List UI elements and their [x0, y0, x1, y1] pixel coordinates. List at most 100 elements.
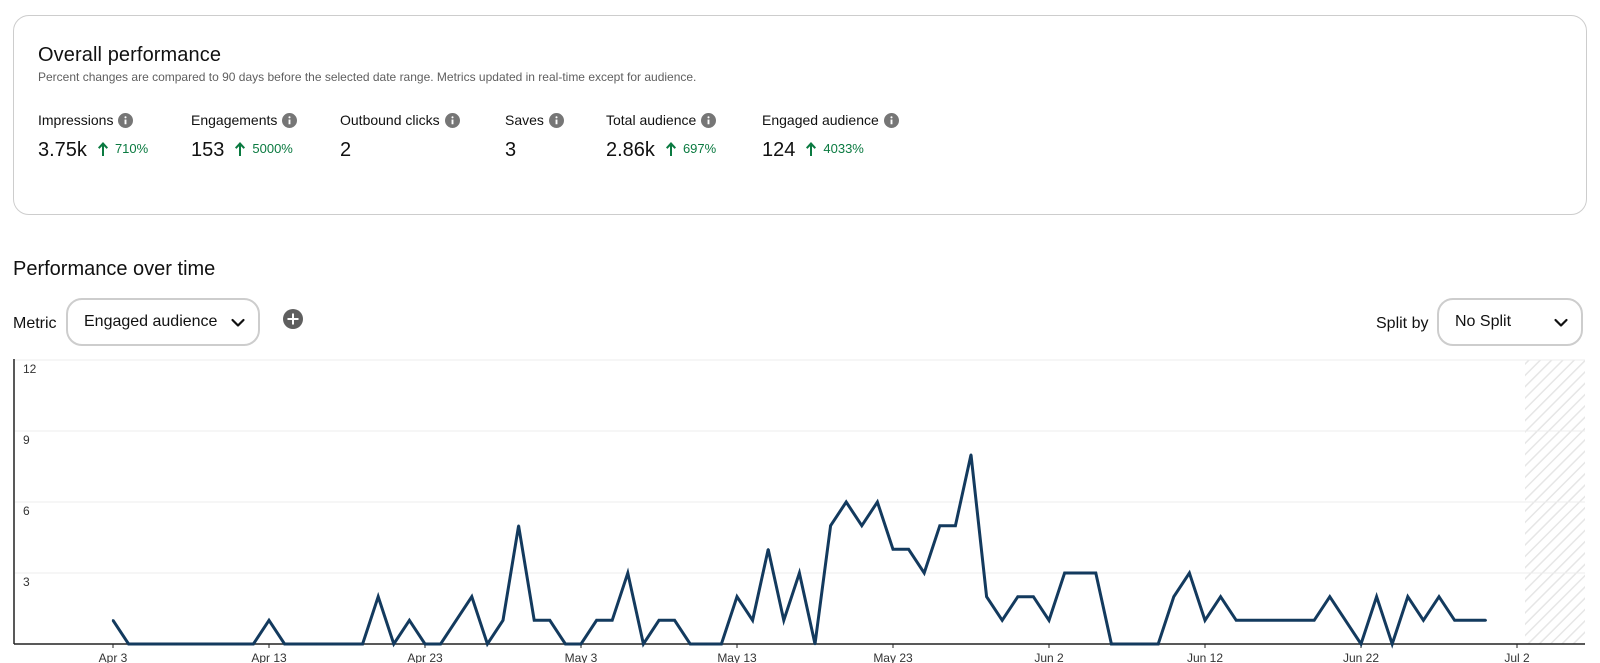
metric-label: Impressions — [38, 112, 114, 128]
overall-performance-title: Overall performance — [38, 44, 222, 66]
data-point — [1391, 642, 1394, 646]
data-point — [626, 571, 629, 575]
arrow-up-icon — [97, 142, 108, 156]
split-by-label: Split by — [1376, 315, 1429, 332]
data-point — [392, 642, 395, 646]
data-point — [1328, 595, 1332, 598]
data-point — [938, 524, 941, 527]
data-point — [829, 524, 832, 527]
data-point — [704, 642, 707, 646]
arrow-up-icon — [235, 142, 246, 156]
data-point — [1484, 619, 1488, 622]
data-point — [1032, 595, 1035, 598]
data-point — [314, 642, 317, 646]
metric-label: Total audience — [606, 112, 697, 128]
data-point — [236, 642, 239, 646]
metric-select-value: Engaged audience — [84, 313, 218, 330]
data-point — [143, 642, 146, 646]
data-point — [1063, 571, 1066, 575]
data-point — [408, 619, 411, 622]
data-point — [985, 595, 988, 598]
metric-select[interactable]: Engaged audience — [66, 298, 260, 346]
metric-value: 2 — [340, 139, 352, 161]
y-tick-label: 12 — [23, 362, 37, 376]
data-point — [158, 642, 161, 646]
performance-chart: 3 6 9 12 Apr 3 Apr 13 Apr 23 May 3 May 13 May 23 J… — [13, 359, 1587, 663]
data-point — [470, 595, 473, 598]
metric-value: 3 — [505, 139, 517, 161]
data-point — [595, 619, 598, 622]
metric-change: 710% — [114, 140, 149, 156]
data-point — [954, 524, 957, 527]
metric-outbound-clicks: Outbound clicks 2 — [340, 111, 460, 162]
data-point — [1141, 642, 1144, 646]
data-point — [189, 642, 193, 646]
data-point — [283, 642, 286, 646]
arrow-up-icon — [806, 142, 817, 156]
data-point — [1266, 619, 1269, 622]
data-point — [455, 619, 458, 622]
series-line-engaged-audience — [111, 454, 1486, 649]
metric-saves: Saves 3 — [505, 111, 564, 162]
data-point — [423, 642, 427, 646]
data-point — [1016, 595, 1019, 598]
performance-over-time-title: Performance over time — [13, 258, 216, 280]
data-point — [1235, 619, 1238, 622]
data-point — [1047, 619, 1051, 622]
info-icon[interactable] — [701, 112, 717, 128]
data-point — [1469, 619, 1472, 622]
info-icon[interactable] — [118, 112, 134, 128]
data-point — [517, 524, 520, 527]
data-point — [891, 548, 895, 551]
metric-label: Saves — [505, 112, 544, 128]
metric-label: Engaged audience — [762, 112, 879, 128]
data-point — [1453, 619, 1456, 622]
metric-total-audience: Total audience 2.86k 697% — [606, 111, 717, 162]
x-tick-label: Jun 12 — [1187, 651, 1223, 663]
data-point — [205, 642, 208, 646]
metric-change: 4033% — [823, 140, 864, 156]
data-point — [813, 642, 817, 646]
info-icon[interactable] — [883, 112, 899, 128]
data-point — [377, 595, 380, 598]
data-point — [1219, 595, 1222, 598]
data-point — [923, 571, 926, 575]
data-point — [127, 642, 130, 646]
data-point — [1188, 571, 1191, 575]
data-point — [564, 642, 567, 646]
data-point — [439, 642, 442, 646]
x-tick-label: Apr 23 — [407, 651, 443, 663]
data-point — [735, 595, 739, 598]
data-point — [845, 500, 848, 504]
line-chart: 3 6 9 12 Apr 3 Apr 13 Apr 23 May 3 May 13 May 23 J… — [13, 359, 1585, 663]
chevron-down-icon — [231, 318, 245, 327]
overall-performance-card: Overall performance Percent changes are … — [13, 15, 1587, 215]
data-point — [361, 642, 364, 646]
info-icon[interactable] — [444, 112, 460, 128]
metric-value: 3.75k — [38, 139, 87, 161]
data-point — [611, 619, 614, 622]
data-point — [501, 619, 505, 622]
data-point — [1094, 571, 1098, 575]
info-icon[interactable] — [282, 112, 298, 128]
info-icon[interactable] — [548, 112, 564, 128]
chevron-down-icon — [1554, 318, 1568, 327]
data-point — [1359, 642, 1363, 646]
data-point — [751, 619, 754, 622]
split-by-select[interactable]: No Split — [1437, 298, 1583, 346]
data-point — [1157, 642, 1160, 646]
metric-engagements: Engagements 153 5000% — [191, 111, 298, 162]
add-metric-icon[interactable] — [283, 309, 303, 329]
data-point — [330, 642, 333, 646]
data-point — [876, 500, 879, 504]
data-point — [1313, 619, 1316, 622]
data-point — [1125, 642, 1129, 646]
y-tick-label: 3 — [23, 575, 30, 589]
metric-change: 5000% — [252, 140, 293, 156]
data-point — [642, 642, 645, 646]
data-point — [1422, 619, 1425, 622]
x-tick-label: May 13 — [717, 651, 757, 663]
metric-impressions: Impressions 3.75k 710% — [38, 111, 148, 162]
data-point — [533, 619, 536, 622]
data-point — [1281, 619, 1285, 622]
